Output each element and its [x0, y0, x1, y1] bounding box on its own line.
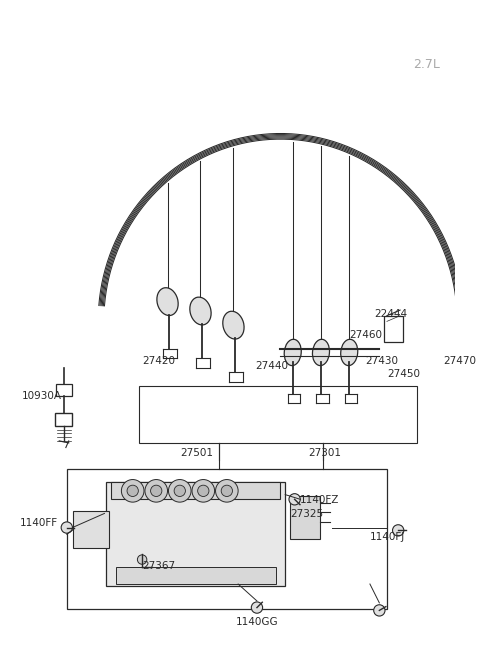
Ellipse shape: [284, 339, 301, 365]
Text: 27470: 27470: [444, 356, 476, 366]
Circle shape: [127, 485, 138, 496]
Circle shape: [145, 479, 168, 502]
Circle shape: [174, 485, 185, 496]
Bar: [139, 386, 417, 443]
Bar: [56, 413, 72, 426]
Text: 1140FJ: 1140FJ: [370, 533, 405, 542]
Text: 1140FZ: 1140FZ: [300, 495, 339, 504]
Text: 22444: 22444: [375, 309, 408, 319]
Bar: [107, 482, 285, 586]
Text: 10930A: 10930A: [22, 391, 61, 401]
Circle shape: [151, 485, 162, 496]
Text: 27420: 27420: [142, 356, 175, 366]
Ellipse shape: [157, 288, 178, 316]
Bar: [67, 469, 387, 608]
Circle shape: [198, 485, 209, 496]
Text: 27325: 27325: [290, 509, 323, 519]
Circle shape: [393, 525, 404, 536]
Bar: [384, 316, 403, 342]
Text: 27301: 27301: [309, 449, 342, 458]
Ellipse shape: [190, 297, 211, 325]
Text: 27440: 27440: [255, 361, 288, 371]
Text: 1140FF: 1140FF: [20, 518, 58, 528]
Circle shape: [221, 485, 232, 496]
Circle shape: [168, 479, 191, 502]
Text: 27450: 27450: [387, 369, 420, 379]
Ellipse shape: [312, 339, 329, 365]
Circle shape: [121, 479, 144, 502]
Circle shape: [374, 605, 385, 616]
Bar: [73, 511, 109, 548]
Circle shape: [289, 494, 300, 505]
Circle shape: [137, 555, 147, 564]
Bar: [111, 482, 280, 499]
Bar: [57, 384, 72, 396]
Bar: [290, 496, 320, 539]
Ellipse shape: [341, 339, 358, 365]
Bar: [116, 567, 276, 584]
Text: 27501: 27501: [180, 449, 213, 458]
Text: 27460: 27460: [349, 330, 382, 340]
Text: 2.7L: 2.7L: [413, 58, 440, 71]
Circle shape: [252, 602, 263, 613]
Ellipse shape: [223, 311, 244, 339]
Circle shape: [61, 522, 72, 533]
Text: 1140GG: 1140GG: [236, 617, 279, 627]
Text: 27367: 27367: [142, 561, 175, 571]
Circle shape: [192, 479, 215, 502]
Text: 27430: 27430: [365, 356, 398, 366]
Circle shape: [216, 479, 238, 502]
